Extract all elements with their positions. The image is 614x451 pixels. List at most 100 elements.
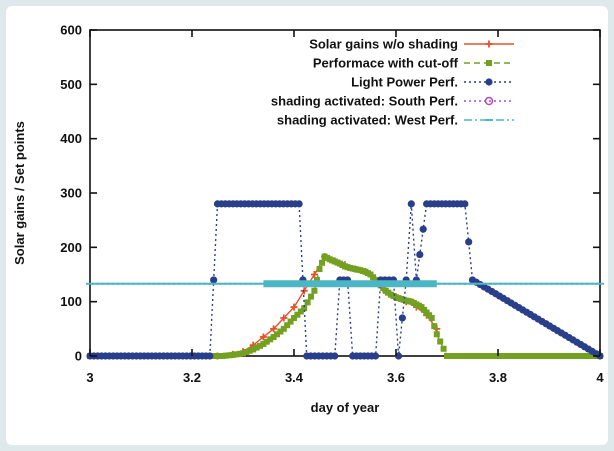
data-point — [223, 352, 229, 359]
x-tick-label: 3.8 — [489, 370, 507, 385]
data-point — [447, 353, 454, 359]
data-point — [479, 353, 486, 359]
data-point — [488, 353, 495, 359]
data-point — [331, 352, 339, 360]
data-point — [433, 331, 440, 338]
data-point — [311, 287, 318, 294]
data-point — [291, 314, 297, 321]
data-point — [316, 266, 323, 273]
data-point — [260, 341, 267, 348]
data-point — [280, 325, 287, 332]
data-point — [267, 336, 274, 343]
y-tick-label: 400 — [60, 131, 82, 146]
data-point — [295, 200, 303, 208]
data-point — [216, 353, 223, 359]
data-point — [485, 353, 492, 359]
axis-layer: 0 100 200 300 400 500 600 3 3.2 3.4 3.6 3.8 4 — [60, 23, 604, 386]
data-point — [243, 349, 250, 356]
data-point — [308, 293, 314, 300]
data-point — [274, 331, 280, 338]
data-point — [463, 353, 470, 359]
data-point — [226, 352, 233, 359]
data-point — [270, 325, 278, 333]
x-axis-title: day of year — [311, 400, 380, 415]
data-point — [206, 352, 214, 360]
series-2 — [86, 200, 604, 360]
data-point — [419, 225, 427, 233]
data-point — [437, 338, 444, 345]
data-point — [482, 353, 489, 359]
data-point — [428, 314, 435, 321]
data-point — [472, 353, 479, 359]
data-point — [450, 353, 457, 359]
legend-label: Solar gains w/o shading — [309, 37, 458, 52]
data-point — [263, 338, 270, 345]
data-point — [300, 287, 308, 295]
data-point — [246, 347, 253, 354]
data-point — [257, 342, 263, 349]
legend-marker — [484, 96, 494, 106]
data-point — [469, 353, 476, 359]
data-point — [233, 351, 240, 358]
data-point — [236, 350, 243, 357]
legend: Solar gains w/o shading Performace with c… — [271, 37, 514, 128]
legend-label: shading activated: South Perf. — [271, 94, 458, 109]
legend-label: shading activated: West Perf. — [277, 113, 458, 128]
data-point — [290, 303, 298, 311]
y-tick-label: 200 — [60, 240, 82, 255]
legend-marker — [486, 60, 492, 66]
data-point — [440, 345, 447, 352]
data-point — [304, 299, 311, 306]
y-axis-title: Solar gains / Set points — [12, 121, 27, 265]
series-line — [217, 255, 438, 357]
series-layer — [86, 200, 604, 360]
legend-label: Light Power Perf. — [351, 75, 458, 90]
data-point — [301, 305, 308, 312]
data-point — [491, 353, 498, 359]
data-point — [313, 276, 320, 283]
data-point — [259, 333, 267, 341]
series-1 — [87, 253, 603, 359]
data-point — [212, 353, 219, 359]
data-point — [465, 238, 473, 246]
data-point — [280, 314, 288, 322]
y-tick-label: 0 — [75, 349, 82, 364]
data-point — [253, 344, 260, 351]
data-point — [454, 353, 461, 359]
y-tick-label: 300 — [60, 186, 82, 201]
data-point — [431, 323, 438, 330]
data-point — [407, 200, 415, 208]
chart-card: 0 100 200 300 400 500 600 3 3.2 3.4 3.6 3.8 4 Solar … — [6, 6, 608, 445]
data-point — [398, 314, 406, 322]
data-point — [461, 200, 469, 208]
x-tick-label: 3.6 — [387, 370, 405, 385]
x-tick-label: 4 — [596, 370, 604, 385]
series-line — [90, 255, 600, 357]
y-tick-label: 500 — [60, 77, 82, 92]
data-point — [219, 353, 226, 359]
data-point — [416, 250, 424, 259]
y-tick-label: 600 — [60, 23, 82, 38]
legend-marker — [485, 78, 493, 86]
x-tick-label: 3.2 — [183, 370, 201, 385]
chart: 0 100 200 300 400 500 600 3 3.2 3.4 3.6 3.8 4 Solar … — [12, 23, 604, 416]
legend-label: Performace with cut-off — [313, 56, 459, 71]
data-point — [294, 311, 301, 318]
data-point — [240, 350, 246, 357]
series-0 — [214, 253, 441, 360]
data-point — [210, 276, 218, 284]
data-point — [466, 353, 473, 359]
x-tick-label: 3.4 — [285, 370, 304, 385]
y-tick-label: 100 — [60, 294, 82, 309]
data-point — [372, 352, 380, 360]
x-tick-label: 3 — [86, 370, 93, 385]
data-point — [284, 322, 291, 329]
data-point — [270, 333, 277, 340]
data-point — [229, 351, 236, 358]
data-point — [277, 328, 284, 335]
data-point — [444, 353, 450, 359]
data-point — [319, 259, 326, 266]
data-point — [457, 353, 464, 359]
data-point — [460, 353, 467, 359]
data-point — [287, 318, 294, 325]
